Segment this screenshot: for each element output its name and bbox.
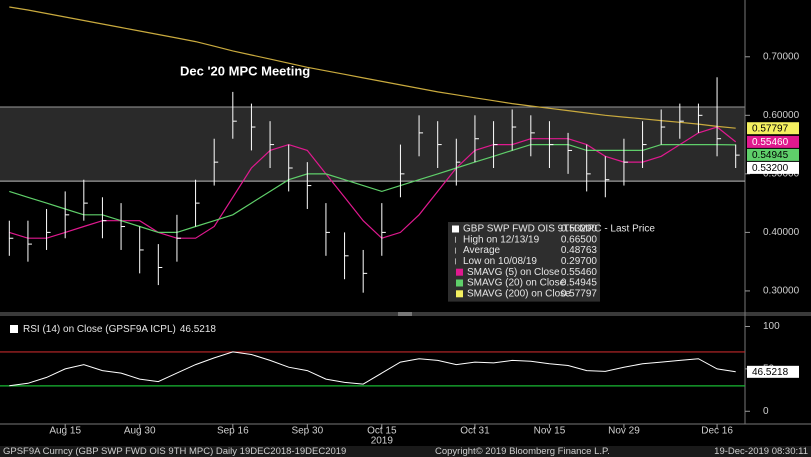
band <box>0 107 745 181</box>
annotation: Dec '20 MPC Meeting <box>180 63 310 78</box>
legend-marker <box>452 225 459 233</box>
divider-handle <box>398 312 412 316</box>
legend-name: SMAVG (20) on Close <box>467 278 566 289</box>
legend-value: 0.54945 <box>561 278 598 289</box>
x-tick-label: Sep 16 <box>217 426 249 437</box>
legend-name: Low on 10/08/19 <box>463 256 537 267</box>
x-year-label: 2019 <box>371 436 394 447</box>
y-tick-label: 0.40000 <box>763 227 800 238</box>
footer-right: 19-Dec-2019 08:30:11 <box>714 446 808 457</box>
x-tick-label: Dec 16 <box>701 426 733 437</box>
legend-value: 0.48763 <box>561 245 598 256</box>
y-tick-label: 0 <box>763 406 769 417</box>
legend-name: SMAVG (5) on Close <box>467 267 560 278</box>
moving-average-line <box>9 6 736 129</box>
footer-bar <box>0 446 811 457</box>
last-value-label: 46.5218 <box>752 367 789 378</box>
legend-value: 0.66500 <box>561 234 598 245</box>
legend-marker <box>456 268 463 276</box>
last-value-box <box>747 148 799 161</box>
legend-value: 0.57797 <box>561 288 598 299</box>
x-tick-label: Sep 30 <box>291 426 323 437</box>
last-value-box <box>747 135 799 148</box>
last-value-label: 0.53200 <box>752 163 789 174</box>
rsi-line <box>9 351 736 387</box>
legend-value: 0.53200 <box>561 224 598 235</box>
legend-value: 0.29700 <box>561 256 598 267</box>
y-tick-label: 0.60000 <box>763 110 800 121</box>
legend-box <box>448 222 600 302</box>
y-tick-label: 100 <box>763 321 780 332</box>
legend-value: 46.5218 <box>180 324 217 335</box>
y-tick-label: 0.30000 <box>763 286 800 297</box>
last-value-box <box>747 365 799 378</box>
x-tick-label: Aug 15 <box>49 426 81 437</box>
legend-marker <box>10 325 18 333</box>
x-tick-label: Oct 15 <box>367 426 397 437</box>
legend-name: High on 12/13/19 <box>463 234 540 245</box>
y-tick-label: 0.70000 <box>763 51 800 62</box>
moving-average-line <box>9 144 736 233</box>
legend-value: 0.55460 <box>561 267 598 278</box>
last-value-box <box>747 161 799 174</box>
legend-marker <box>456 290 463 298</box>
legend-name: SMAVG (200) on Close <box>467 288 571 299</box>
legend-name: GBP SWP FWD OIS 9TH MPC - Last Price <box>463 224 655 235</box>
y-tick-label: 0.50000 <box>763 168 800 179</box>
x-tick-label: Nov 15 <box>534 426 566 437</box>
last-value-box <box>747 122 799 135</box>
legend-name: RSI (14) on Close (GPSF9A ICPL) <box>23 324 176 335</box>
footer-center: Copyright© 2019 Bloomberg Finance L.P. <box>435 446 610 457</box>
legend-marker <box>456 279 463 287</box>
legend-name: Average <box>463 245 501 256</box>
x-tick-label: Aug 30 <box>124 426 156 437</box>
last-value-label: 0.54945 <box>752 150 789 161</box>
moving-average-line <box>9 126 737 239</box>
last-value-label: 0.55460 <box>752 137 789 148</box>
last-value-label: 0.57797 <box>752 123 789 134</box>
x-tick-label: Oct 31 <box>460 426 490 437</box>
footer-left: GPSF9A Curncy (GBP SWP FWD OIS 9TH MPC) … <box>3 446 346 457</box>
x-tick-label: Nov 29 <box>608 426 640 437</box>
